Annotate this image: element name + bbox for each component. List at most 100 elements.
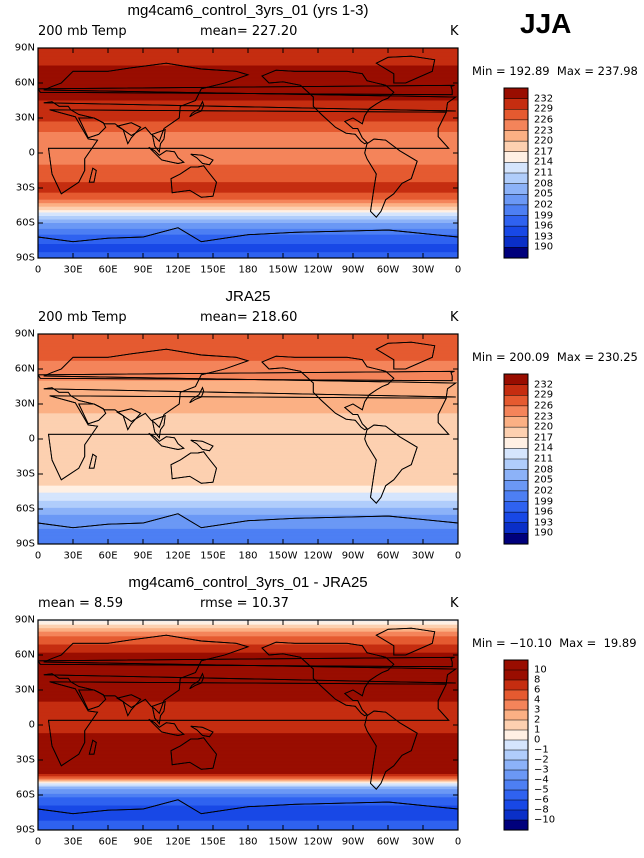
field-band bbox=[38, 88, 458, 91]
field-band bbox=[38, 707, 458, 710]
field-band bbox=[38, 471, 458, 474]
field-band bbox=[38, 662, 458, 664]
field-band bbox=[38, 730, 458, 733]
field-band bbox=[38, 524, 458, 526]
field-band bbox=[38, 746, 458, 748]
field-band bbox=[38, 238, 458, 240]
british-isles-outline bbox=[38, 656, 455, 668]
colorbar-swatch bbox=[503, 373, 529, 386]
lon-tick-label: 120E bbox=[165, 264, 191, 276]
field-band bbox=[38, 693, 458, 696]
colorbar-swatch bbox=[503, 659, 529, 671]
field-band bbox=[38, 818, 458, 821]
field-band bbox=[38, 81, 458, 84]
lon-tick-label: 0 bbox=[454, 264, 462, 276]
field-band bbox=[38, 74, 458, 77]
field-band bbox=[38, 625, 458, 628]
colorbar-frame bbox=[503, 373, 529, 545]
colorbar-label: 205 bbox=[534, 474, 554, 486]
colorbar-swatch bbox=[503, 739, 529, 751]
field-band bbox=[38, 802, 458, 804]
field-band bbox=[38, 637, 458, 640]
europe-asia-outline bbox=[43, 634, 458, 715]
field-band bbox=[38, 350, 458, 353]
field-band bbox=[38, 112, 458, 114]
field-band bbox=[38, 660, 458, 663]
panel-reanalysis: JRA25 200 mb Temp mean= 218.60 K Min = 2… bbox=[0, 286, 644, 569]
field-band bbox=[38, 161, 458, 163]
colorbar-swatch bbox=[503, 119, 529, 132]
field-band bbox=[38, 356, 458, 358]
field-band bbox=[38, 71, 458, 74]
field-band bbox=[38, 502, 458, 504]
field-band bbox=[38, 819, 458, 822]
field-band bbox=[38, 70, 458, 72]
colorbar-label: 208 bbox=[534, 178, 554, 190]
field-band bbox=[38, 655, 458, 657]
lon-tick-label: 150E bbox=[200, 264, 226, 276]
field-band bbox=[38, 184, 458, 187]
field-band bbox=[38, 56, 458, 58]
field-band bbox=[38, 349, 458, 351]
colorbar-frame bbox=[503, 87, 529, 259]
field-band bbox=[38, 648, 458, 650]
field-band bbox=[38, 156, 458, 159]
field-band bbox=[38, 483, 458, 486]
field-band bbox=[38, 732, 458, 734]
colorbar-label: −6 bbox=[534, 794, 549, 806]
unit-label: K bbox=[450, 310, 459, 325]
field-band bbox=[38, 817, 458, 819]
field-band bbox=[38, 446, 458, 448]
field-band bbox=[38, 407, 458, 410]
field-band bbox=[38, 352, 458, 355]
field-band bbox=[38, 649, 458, 651]
field-band bbox=[38, 95, 458, 98]
field-band bbox=[38, 657, 458, 660]
field-band bbox=[38, 87, 458, 90]
field-band bbox=[38, 450, 458, 453]
field-band bbox=[38, 150, 458, 153]
field-band bbox=[38, 449, 458, 452]
colorbar-swatch bbox=[503, 426, 529, 439]
field-band bbox=[38, 635, 458, 637]
field-band bbox=[38, 57, 458, 60]
field-band bbox=[38, 478, 458, 481]
field-band bbox=[38, 711, 458, 713]
unit-label: K bbox=[450, 24, 459, 39]
colorbar-label: 202 bbox=[534, 199, 554, 211]
field-band bbox=[38, 404, 458, 406]
field-band bbox=[38, 481, 458, 483]
field-band bbox=[38, 414, 458, 417]
field-band bbox=[38, 164, 458, 167]
colorbar-label: 211 bbox=[534, 167, 554, 179]
india-outline bbox=[116, 694, 142, 717]
field-band bbox=[38, 767, 458, 769]
lon-tick-label: 60W bbox=[376, 836, 400, 848]
field-band bbox=[38, 409, 458, 412]
field-band bbox=[38, 712, 458, 714]
field-band bbox=[38, 512, 458, 515]
minmax-label: Min = 200.09 Max = 230.25 bbox=[472, 350, 638, 364]
field-band bbox=[38, 174, 458, 176]
field-band bbox=[38, 394, 458, 397]
field-band bbox=[38, 172, 458, 175]
field-band bbox=[38, 69, 458, 71]
field-band bbox=[38, 169, 458, 172]
lon-tick-label: 180 bbox=[238, 550, 258, 562]
field-band bbox=[38, 820, 458, 823]
field-band bbox=[38, 750, 458, 753]
field-band bbox=[38, 126, 458, 128]
field-band bbox=[38, 765, 458, 768]
field-band bbox=[38, 226, 458, 229]
field-band bbox=[38, 225, 458, 228]
field-band bbox=[38, 213, 458, 216]
field-band bbox=[38, 778, 458, 781]
field-band bbox=[38, 634, 458, 636]
field-band bbox=[38, 398, 458, 400]
field-band bbox=[38, 500, 458, 503]
field-band bbox=[38, 751, 458, 754]
field-band bbox=[38, 76, 458, 78]
lat-tick-label: 60S bbox=[15, 789, 35, 801]
field-band bbox=[38, 521, 458, 524]
lon-tick-label: 0 bbox=[34, 836, 42, 848]
